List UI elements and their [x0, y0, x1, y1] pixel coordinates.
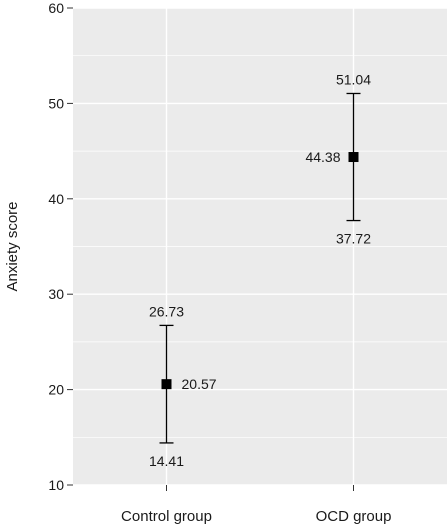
mean-value-label: 20.57: [182, 376, 217, 392]
y-axis-title: Anxiety score: [4, 201, 21, 291]
lower-value-label: 14.41: [149, 453, 184, 469]
y-tick-label: 50: [48, 95, 64, 111]
upper-value-label: 51.04: [336, 71, 371, 87]
lower-value-label: 37.72: [336, 231, 371, 247]
mean-point: [348, 152, 359, 163]
y-tick-label: 30: [48, 286, 64, 302]
mean-value-label: 44.38: [305, 149, 340, 165]
y-tick-label: 60: [48, 0, 64, 16]
y-tick-label: 20: [48, 382, 64, 398]
x-tick-label: Control group: [121, 508, 212, 524]
y-tick-label: 40: [48, 191, 64, 207]
chart-marks: 26.73 14.41 20.57 51.04 37.72 44.38: [149, 71, 371, 468]
x-tick-label: OCD group: [316, 508, 392, 524]
y-tick-label: 10: [48, 477, 64, 493]
mean-point: [161, 379, 172, 390]
axes: 10 20 30 40 50 60 Control group OCD group: [48, 0, 391, 524]
upper-value-label: 26.73: [149, 303, 184, 319]
